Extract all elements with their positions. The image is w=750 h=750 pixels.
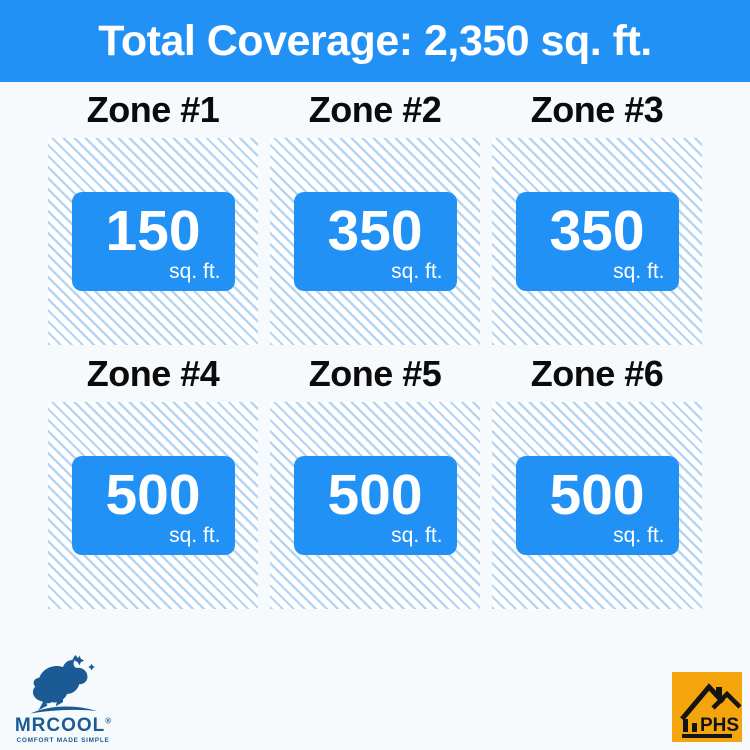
zone-4: Zone #4 500 sq. ft.: [48, 352, 258, 609]
phs-label: PHS: [700, 715, 739, 736]
zone-value: 150: [105, 199, 201, 263]
zone-card: 350 sq. ft.: [293, 192, 457, 291]
zones-grid-row-1: Zone #1 150 sq. ft. Zone #2 350 sq. ft. …: [48, 88, 702, 345]
zone-stripe-box: 150 sq. ft.: [48, 138, 258, 345]
zone-title: Zone #1: [86, 89, 220, 130]
zone-title: Zone #3: [530, 89, 664, 130]
zone-value: 500: [549, 463, 645, 527]
zone-card: 350 sq. ft.: [515, 192, 679, 291]
mrcool-wordmark: MRCOOL®: [13, 716, 113, 735]
zone-unit: sq. ft.: [169, 260, 221, 283]
zone-unit: sq. ft.: [391, 524, 443, 547]
mrcool-tagline: COMFORT MADE SIMPLE: [16, 737, 110, 744]
zone-unit: sq. ft.: [169, 524, 221, 547]
zone-card: 500 sq. ft.: [515, 456, 679, 555]
header-banner: Total Coverage: 2,350 sq. ft.: [0, 0, 750, 82]
zone-value: 350: [549, 199, 645, 263]
zone-stripe-box: 350 sq. ft.: [270, 138, 480, 345]
zone-stripe-box: 500 sq. ft.: [492, 402, 702, 609]
zone-1: Zone #1 150 sq. ft.: [48, 88, 258, 345]
zone-stripe-box: 500 sq. ft.: [48, 402, 258, 609]
zone-title: Zone #4: [86, 353, 220, 394]
zone-card: 150 sq. ft.: [71, 192, 235, 291]
zone-stripe-box: 350 sq. ft.: [492, 138, 702, 345]
zone-5: Zone #5 500 sq. ft.: [270, 352, 480, 609]
phs-underline: [682, 734, 732, 738]
mrcool-bear-icon: [30, 654, 98, 714]
zone-stripe-box: 500 sq. ft.: [270, 402, 480, 609]
phs-logo: PHS: [672, 672, 742, 742]
zone-title: Zone #2: [308, 89, 442, 130]
mrcool-brand-text: MRCOOL: [14, 715, 106, 736]
zone-unit: sq. ft.: [613, 260, 665, 283]
phs-house-icon: PHS: [680, 683, 742, 738]
zone-card: 500 sq. ft.: [293, 456, 457, 555]
zone-unit: sq. ft.: [391, 260, 443, 283]
zone-unit: sq. ft.: [613, 524, 665, 547]
zone-value: 500: [105, 463, 201, 527]
zone-2: Zone #2 350 sq. ft.: [270, 88, 480, 345]
zone-title: Zone #6: [530, 353, 664, 394]
zone-6: Zone #6 500 sq. ft.: [492, 352, 702, 609]
zone-card: 500 sq. ft.: [71, 456, 235, 555]
page-title: Total Coverage: 2,350 sq. ft.: [98, 16, 652, 65]
registered-mark: ®: [105, 716, 112, 726]
zone-value: 500: [327, 463, 423, 527]
zone-value: 350: [327, 199, 423, 263]
mrcool-logo: MRCOOL® COMFORT MADE SIMPLE: [13, 654, 113, 744]
zones-grid-row-2: Zone #4 500 sq. ft. Zone #5 500 sq. ft. …: [48, 352, 702, 609]
zone-3: Zone #3 350 sq. ft.: [492, 88, 702, 345]
zone-title: Zone #5: [308, 353, 442, 394]
